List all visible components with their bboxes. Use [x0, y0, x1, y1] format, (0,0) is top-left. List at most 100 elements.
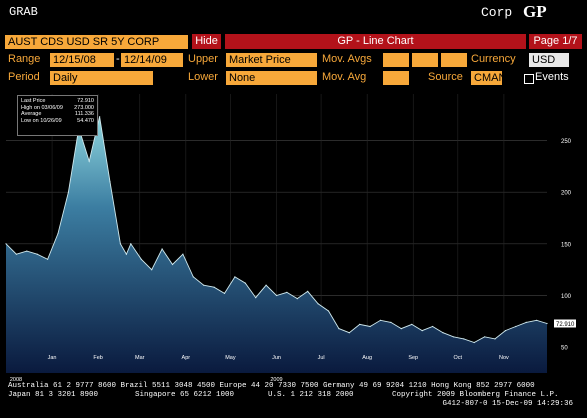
price-point — [307, 290, 309, 292]
upper-field[interactable]: Market Price — [226, 53, 317, 67]
page-indicator[interactable]: Page 1/7 — [529, 34, 582, 49]
header-bar: GRAB Corp GP — [0, 0, 587, 32]
mov-avg-lower-field[interactable] — [383, 71, 409, 85]
price-point — [442, 332, 444, 334]
mov-avg-label: Mov. Avg — [322, 71, 367, 83]
price-point — [57, 232, 59, 235]
price-point — [234, 276, 236, 278]
price-point — [265, 284, 267, 286]
range-label: Range — [8, 53, 41, 65]
price-point — [327, 310, 330, 312]
command-code: GP — [523, 2, 547, 21]
price-point — [515, 325, 517, 328]
period-label: Period — [8, 71, 40, 83]
mov-avg-field-1[interactable] — [383, 53, 409, 67]
price-point — [130, 243, 132, 245]
mov-avg-field-3[interactable] — [441, 53, 467, 67]
price-point — [421, 330, 423, 332]
currency-field[interactable]: USD — [529, 53, 569, 67]
range-separator: - — [116, 53, 120, 65]
stats-legend: Last Price 72.910 High on 03/06/09 273.000… — [17, 95, 98, 136]
function-name: GRAB — [9, 5, 38, 19]
x-year-label: 2009 — [270, 377, 282, 383]
chart-title-bar: GP - Line Chart — [225, 34, 526, 49]
price-point — [432, 325, 434, 328]
price-point — [171, 263, 174, 266]
source-label: Source — [428, 71, 463, 83]
y-tick-label: 200 — [561, 191, 572, 197]
price-point — [484, 336, 486, 338]
footer-line-3: G412-807-0 15-Dec-09 14:29:36 — [442, 400, 573, 408]
events-checkbox[interactable] — [524, 74, 534, 84]
market-sector: Corp — [481, 5, 513, 20]
lower-label: Lower — [188, 71, 218, 83]
price-point — [369, 325, 371, 328]
price-point — [213, 286, 215, 288]
x-tick-label: Apr — [182, 355, 191, 361]
price-point — [379, 319, 382, 321]
y-tick-label: 250 — [561, 139, 572, 145]
price-point — [182, 253, 184, 255]
price-point — [125, 253, 127, 255]
price-point — [99, 116, 101, 118]
price-point — [400, 328, 402, 330]
events-label: Events — [535, 71, 569, 83]
price-point — [244, 282, 246, 284]
price-point — [119, 243, 121, 245]
footer-line-1: Australia 61 2 9777 8600 Brazil 5511 304… — [8, 382, 535, 390]
price-point — [338, 328, 340, 330]
lower-field[interactable]: None — [226, 71, 317, 85]
price-point — [203, 284, 205, 286]
currency-label: Currency — [471, 53, 516, 65]
source-field[interactable]: CMAN — [471, 71, 502, 85]
footer-line-2: Japan 81 3 3201 8900 Singapore 65 6212 1… — [0, 391, 587, 400]
x-tick-label: Feb — [93, 355, 102, 361]
price-point — [390, 321, 392, 323]
security-field[interactable]: AUST CDS USD SR 5Y CORP — [5, 35, 188, 49]
mov-avg-field-2[interactable] — [412, 53, 438, 67]
price-point — [296, 298, 298, 300]
y-axis-labels: 50 100 150 200 250 72.910 — [554, 139, 576, 352]
range-start-field[interactable]: 12/15/08 — [50, 53, 114, 67]
x-tick-label: May — [225, 355, 236, 361]
period-field[interactable]: Daily — [50, 71, 153, 85]
range-end-field[interactable]: 12/14/09 — [121, 53, 183, 67]
price-area — [6, 116, 547, 373]
average-label: Average — [21, 111, 42, 117]
footer-us: U.S. 1 212 318 2000 — [268, 391, 354, 399]
x-axis-labels: Jan Feb Mar Apr May Jun Jul Aug Sep Oct Nov 2008 200… — [10, 355, 509, 383]
price-point — [192, 276, 194, 278]
y-tick-label: 100 — [561, 294, 572, 300]
footer-copyright: Copyright 2009 Bloomberg Finance L.P. — [392, 391, 559, 399]
x-tick-label: Mar — [135, 355, 145, 361]
price-point — [36, 253, 38, 255]
x-year-label: 2008 — [10, 377, 22, 383]
hide-button[interactable]: Hide — [192, 34, 221, 49]
price-point — [546, 322, 548, 325]
mov-avgs-label: Mov. Avgs — [322, 53, 372, 65]
x-tick-label: Jun — [272, 355, 281, 361]
price-point — [15, 253, 17, 255]
price-point — [525, 321, 527, 323]
footer: Australia 61 2 9777 8600 Brazil 5511 304… — [0, 382, 587, 418]
price-point — [255, 297, 257, 299]
price-point — [473, 341, 475, 344]
price-point — [151, 269, 153, 271]
low-label: Low on 10/26/09 — [21, 117, 62, 124]
price-point — [348, 332, 350, 334]
y-tick-label: 150 — [561, 242, 572, 248]
price-point — [494, 338, 496, 340]
price-point — [5, 243, 7, 245]
price-point — [26, 250, 28, 252]
last-price-value: 72.910 — [77, 98, 94, 104]
price-point — [463, 338, 465, 340]
footer-japan: Japan 81 3 3201 8900 — [8, 391, 99, 399]
price-point — [88, 160, 90, 162]
price-point — [140, 258, 142, 260]
last-value-label: 72.910 — [556, 322, 575, 328]
price-point — [275, 294, 278, 297]
last-value-marker — [554, 319, 576, 328]
price-point — [411, 323, 413, 325]
price-point — [223, 292, 226, 294]
